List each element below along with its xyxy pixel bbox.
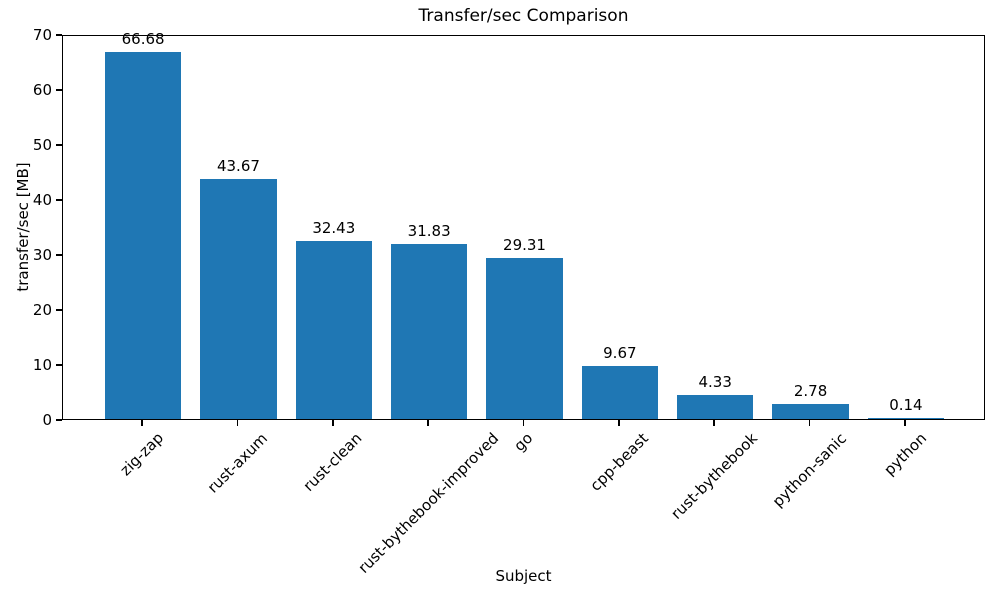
bar-value-label: 0.14 — [889, 396, 923, 415]
x-tick-label-text: rust-bythebook-improved — [354, 429, 502, 577]
x-tick-mark — [713, 420, 715, 426]
y-tick-mark — [56, 419, 62, 421]
bar-value-label: 43.67 — [216, 156, 260, 175]
bar-value-label: 29.31 — [503, 235, 546, 254]
bar-cpp-beast — [581, 365, 658, 419]
bar-zig-zap — [104, 52, 182, 419]
x-tick-label-text: rust-bythebook — [667, 428, 762, 523]
x-tick-label-text: python-sanic — [768, 429, 851, 511]
bar-rust-bythebook-improved — [391, 243, 468, 419]
bar-python — [867, 418, 945, 419]
x-tick-label-text: python — [880, 428, 931, 479]
x-tick-label-text: zig-zap — [116, 429, 168, 480]
x-tick-mark — [522, 420, 525, 426]
bar-value-label: 32.43 — [312, 218, 356, 237]
y-tick-label: 30 — [32, 246, 52, 264]
y-axis: 0 10 20 30 40 50 60 70 — [0, 26, 62, 429]
y-tick-mark — [56, 34, 62, 36]
chart-title: Transfer/sec Comparison — [418, 6, 629, 26]
y-tick-label: 0 — [42, 411, 52, 429]
bar-go — [486, 257, 563, 419]
x-tick-label-text: cpp-beast — [586, 428, 652, 495]
x-tick-mark — [332, 420, 334, 426]
bar-value-label: 2.78 — [793, 381, 828, 400]
bar-rust-bythebook — [677, 395, 754, 419]
y-tick-label: 40 — [32, 191, 52, 209]
bar-python-sanic — [772, 403, 849, 419]
x-tick-mark — [904, 420, 906, 426]
bar-rust-clean — [295, 240, 372, 419]
x-tick-label-text: rust-axum — [203, 428, 272, 497]
x-tick-mark — [618, 420, 620, 426]
y-tick-mark — [56, 144, 62, 146]
y-tick-mark — [56, 89, 62, 91]
bar-value-label: 4.33 — [698, 373, 732, 392]
x-tick-mark — [427, 420, 429, 426]
y-tick-mark — [56, 309, 62, 311]
x-axis-label: Subject — [495, 567, 552, 585]
x-tick-mark — [236, 420, 239, 426]
plot-area: 66.68 43.67 32.43 31.83 29.31 9.67 4.33 2.78 0.1… — [62, 30, 985, 420]
x-tick-mark — [141, 420, 143, 426]
y-tick-label: 20 — [32, 301, 52, 319]
bar-value-label: 66.68 — [121, 30, 165, 49]
bar-value-label: 9.67 — [603, 343, 637, 362]
y-tick-label: 50 — [32, 136, 52, 154]
bar-value-label: 31.83 — [407, 221, 451, 240]
bar-rust-axum — [200, 178, 277, 419]
y-tick-label: 10 — [32, 356, 52, 374]
y-tick-mark — [56, 254, 62, 256]
y-tick-label: 70 — [32, 26, 52, 44]
y-tick-mark — [56, 364, 62, 366]
x-tick-mark — [808, 420, 811, 426]
x-tick-label-text: go — [510, 429, 537, 456]
y-tick-label: 60 — [32, 81, 52, 99]
x-axis: zig-zap rust-axum rust-clean rust-bythebook… — [62, 420, 985, 600]
y-tick-mark — [56, 199, 62, 201]
x-tick-label-text: rust-clean — [299, 428, 366, 495]
